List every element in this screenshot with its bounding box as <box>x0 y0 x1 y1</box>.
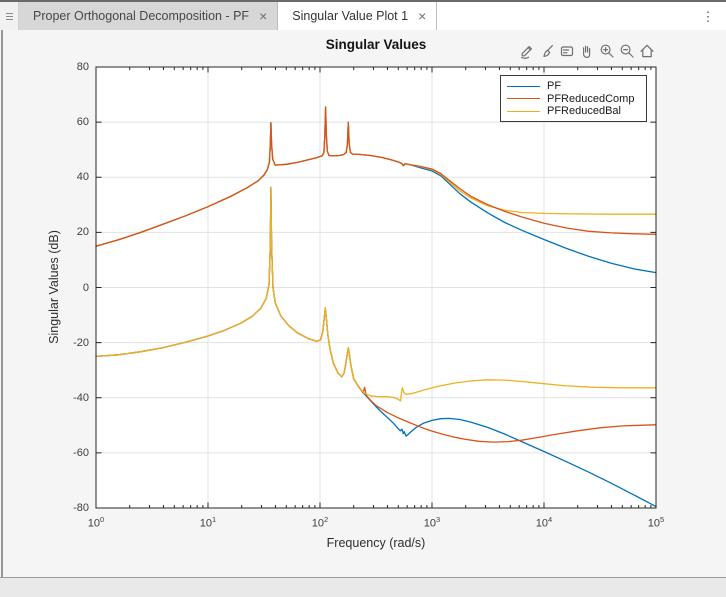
tab-label: Singular Value Plot 1 <box>292 9 409 23</box>
y-axis-label: Singular Values (dB) <box>47 230 61 344</box>
y-tick-label: -20 <box>73 336 89 349</box>
datatips-button[interactable] <box>559 43 575 59</box>
tab-bar: Proper Orthogonal Decomposition - PF × Sin… <box>0 2 726 31</box>
zoom-in-icon <box>600 44 614 58</box>
tab-2[interactable]: Singular Value Plot 1 × <box>278 2 438 30</box>
pan-icon <box>583 45 591 58</box>
status-bar <box>0 577 726 597</box>
tab-group: Proper Orthogonal Decomposition - PF × Sin… <box>19 2 438 30</box>
x-tick-label: 105 <box>647 515 665 530</box>
tab-label: Proper Orthogonal Decomposition - PF <box>33 9 250 23</box>
restore-view-icon <box>640 44 654 58</box>
zoom-out-button[interactable] <box>619 43 635 59</box>
legend-label: PF <box>547 80 562 92</box>
y-tick-label: -60 <box>73 446 89 459</box>
y-tick-label: 60 <box>76 116 89 129</box>
plot-title: Singular Values <box>325 37 427 52</box>
curve-PFReducedComp-sigma1[interactable] <box>95 106 657 247</box>
y-tick-label: 0 <box>82 281 89 294</box>
zoom-in-button[interactable] <box>599 43 615 59</box>
y-tick-label: 80 <box>76 61 89 73</box>
x-tick-label: 103 <box>423 515 441 530</box>
export-icon <box>521 46 532 59</box>
legend-label: PFReducedBal <box>547 105 621 117</box>
tab-list-icon <box>5 12 13 14</box>
tab-1[interactable]: Proper Orthogonal Decomposition - PF × <box>19 2 279 30</box>
brush-button[interactable] <box>539 43 555 59</box>
pan-button[interactable] <box>579 43 595 59</box>
datatips-icon <box>560 46 574 57</box>
legend-line-sample <box>507 98 540 99</box>
y-tick-label: 20 <box>76 226 89 239</box>
y-tick-label: -80 <box>73 502 89 514</box>
y-tick-label: 40 <box>76 171 89 184</box>
legend-item[interactable]: PF <box>507 80 640 92</box>
x-tick-label: 100 <box>87 515 105 530</box>
tab-close-icon[interactable]: × <box>418 8 427 24</box>
curve-PFReducedBal-sigma2[interactable] <box>95 186 657 402</box>
legend-item[interactable]: PFReducedBal <box>507 105 640 117</box>
tab-overflow-button[interactable] <box>0 2 19 30</box>
zoom-out-icon <box>620 44 634 58</box>
axes-toolbar <box>519 43 655 59</box>
x-axis-label: Frequency (rad/s) <box>326 536 426 550</box>
x-tick-label: 104 <box>535 515 553 530</box>
legend-line-sample <box>507 85 540 87</box>
window-top-border <box>0 0 726 2</box>
legend-label: PFReducedComp <box>547 92 635 105</box>
restore-view-button[interactable] <box>639 43 655 59</box>
x-tick-label: 101 <box>199 515 217 530</box>
export-button[interactable] <box>519 43 535 59</box>
legend-line-sample <box>507 110 540 112</box>
x-tick-label: 102 <box>311 515 329 530</box>
brush-icon <box>543 45 553 57</box>
more-options-button[interactable]: ⋮ <box>701 9 715 24</box>
tab-close-icon[interactable]: × <box>259 8 268 24</box>
legend[interactable]: PF PFReducedComp PFReducedBal <box>500 75 647 122</box>
y-tick-label: -40 <box>73 391 89 404</box>
panel-left-border <box>1 30 3 577</box>
legend-item[interactable]: PFReducedComp <box>507 93 640 105</box>
